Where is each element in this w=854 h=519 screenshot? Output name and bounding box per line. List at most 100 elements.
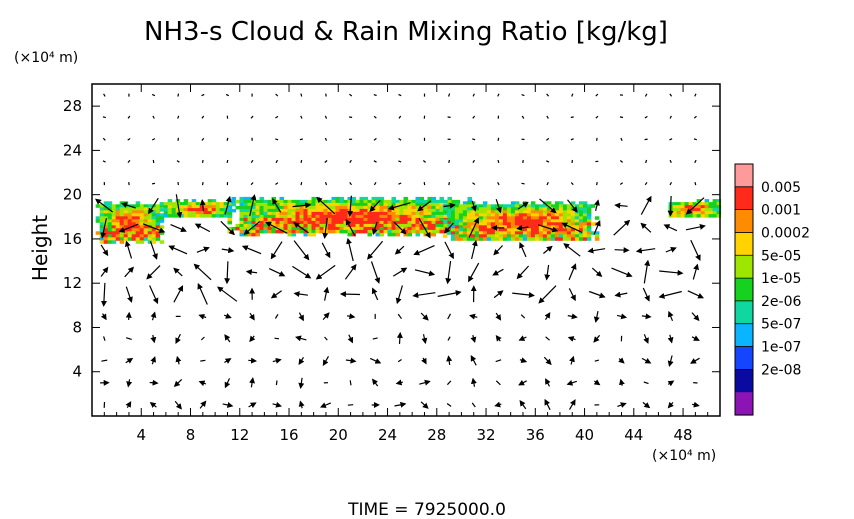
wind-vector: [667, 355, 674, 367]
heatmap-cell: [490, 234, 496, 238]
heatmap-cell: [283, 223, 288, 228]
heatmap-cell: [427, 214, 432, 219]
heatmap-cell: [359, 226, 364, 231]
heatmap-cell: [546, 201, 552, 205]
heatmap-cell: [530, 231, 536, 235]
heatmap-cell: [311, 202, 316, 207]
heatmap-cell: [299, 220, 304, 225]
heatmap-cell: [403, 211, 408, 216]
heatmap-cell: [395, 229, 400, 234]
heatmap-cell: [538, 225, 544, 229]
heatmap-cell: [343, 229, 348, 234]
heatmap-cell: [443, 199, 448, 204]
heatmap-cell: [103, 204, 109, 208]
heatmap-cell: [442, 207, 448, 211]
heatmap-cell: [119, 216, 125, 220]
heatmap-cell: [303, 226, 308, 231]
heatmap-cell: [103, 222, 109, 226]
heatmap-cell: [323, 202, 328, 207]
heatmap-cell: [287, 214, 292, 219]
heatmap-cell: [482, 216, 488, 220]
wind-vector: [563, 243, 581, 257]
heatmap-cell: [347, 217, 352, 222]
wind-vector: [324, 160, 328, 163]
heatmap-cell: [183, 202, 189, 206]
heatmap-cell: [502, 234, 508, 238]
wind-vector: [295, 335, 307, 342]
heatmap-cell: [566, 204, 572, 208]
wind-vector: [369, 357, 382, 364]
wind-vector: [324, 336, 328, 341]
wind-vector: [322, 355, 330, 367]
heatmap-cell: [251, 232, 256, 237]
heatmap-cell: [323, 205, 328, 210]
heatmap-cell: [442, 210, 448, 214]
heatmap-cell: [704, 202, 710, 206]
heatmap-cell: [423, 229, 428, 234]
heatmap-cell: [143, 228, 149, 232]
heatmap-cell: [203, 202, 209, 206]
heatmap-cell: [486, 213, 492, 217]
heatmap-cell: [255, 208, 260, 213]
x-tick-label: 36: [526, 426, 545, 444]
wind-vector: [226, 159, 229, 164]
heatmap-cell: [558, 225, 564, 229]
heatmap-cell: [371, 223, 376, 228]
heatmap-cell: [127, 219, 133, 223]
y-tick-label: 24: [63, 141, 82, 159]
heatmap-cell: [558, 231, 564, 235]
wind-vector: [593, 219, 601, 235]
heatmap-cell: [315, 205, 320, 210]
heatmap-cell: [115, 231, 121, 235]
wind-vector: [596, 137, 598, 141]
heatmap-cell: [490, 219, 496, 223]
heatmap-cell: [119, 240, 125, 244]
heatmap-cell: [383, 214, 388, 219]
heatmap-cell: [363, 205, 368, 210]
heatmap-cell: [676, 202, 682, 206]
heatmap-cell: [442, 234, 448, 238]
wind-vector: [398, 160, 402, 163]
heatmap-cell: [676, 214, 682, 218]
wind-vector: [100, 218, 107, 239]
heatmap-cell: [534, 234, 540, 238]
heatmap-cell: [387, 208, 392, 213]
heatmap-cell: [147, 219, 153, 223]
wind-vector: [298, 400, 305, 409]
heatmap-cell: [379, 211, 384, 216]
heatmap-cell: [367, 223, 372, 228]
wind-vector: [142, 223, 166, 233]
heatmap-cell: [570, 231, 576, 235]
heatmap-cell: [586, 213, 592, 217]
wind-vector: [669, 138, 673, 141]
heatmap-cell: [684, 208, 690, 212]
heatmap-cell: [119, 225, 125, 229]
wind-vector: [469, 313, 478, 320]
heatmap-cell: [542, 228, 548, 232]
wind-vector: [642, 287, 650, 302]
wind-vector: [520, 314, 526, 319]
heatmap-cell: [355, 199, 360, 204]
heatmap-cell: [271, 229, 276, 234]
wind-vector: [241, 245, 262, 255]
heatmap-cell: [458, 216, 464, 220]
heatmap-cell: [708, 202, 714, 206]
heatmap-cell: [399, 220, 404, 225]
heatmap-cell: [716, 214, 722, 218]
heatmap-cell: [327, 223, 332, 228]
heatmap-cell: [379, 229, 384, 234]
heatmap-cell: [295, 217, 300, 222]
heatmap-cell: [299, 229, 304, 234]
heatmap-cell: [335, 220, 340, 225]
heatmap-cell: [379, 232, 384, 237]
heatmap-cell: [439, 229, 444, 234]
heatmap-cell: [147, 237, 153, 241]
heatmap-cell: [526, 231, 532, 235]
heatmap-cell: [446, 213, 452, 217]
heatmap-cell: [454, 237, 460, 241]
wind-vector: [619, 160, 623, 163]
heatmap-cell: [131, 207, 137, 211]
wind-vector: [224, 378, 231, 389]
heatmap-cell: [538, 216, 544, 220]
heatmap-cell: [486, 237, 492, 241]
